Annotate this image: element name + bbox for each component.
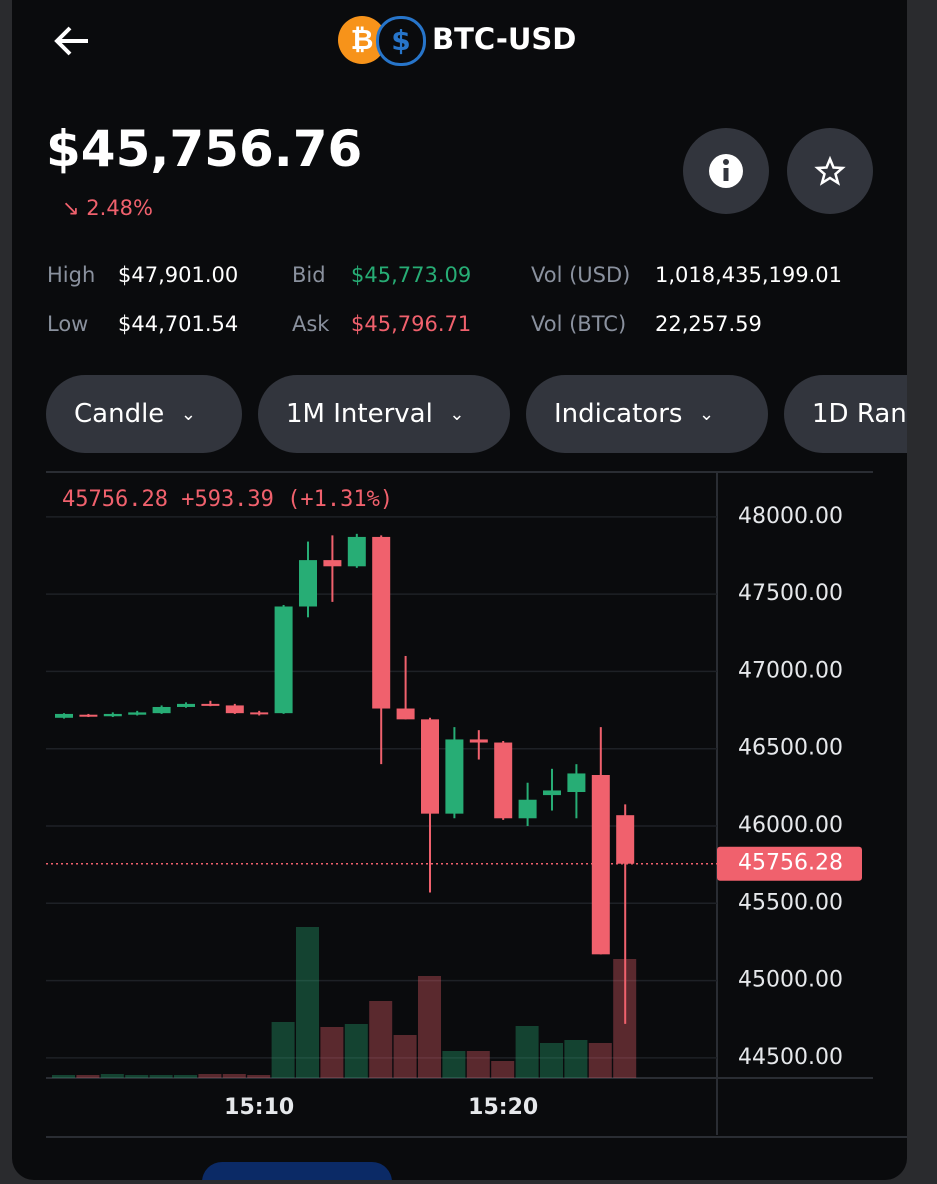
candle-body <box>128 712 147 715</box>
button-label: 1D Ran <box>812 399 907 429</box>
volume-bar <box>491 1061 515 1078</box>
y-tick-label: 45000.00 <box>738 968 843 993</box>
candle-body <box>177 703 195 707</box>
volume-bar <box>247 1075 271 1078</box>
candle-body <box>299 560 317 607</box>
volume-bar <box>100 1074 124 1078</box>
candle-body <box>616 815 635 864</box>
volume-bar <box>52 1075 75 1078</box>
volume-bar <box>515 1026 539 1078</box>
candle-body <box>250 712 269 715</box>
stat-value: $47,901.00 <box>118 263 239 287</box>
last-price-label: 45756.28 <box>738 851 843 876</box>
volume-bar <box>149 1075 173 1078</box>
candle-body <box>323 560 342 567</box>
button-label: Candle <box>74 399 165 429</box>
candle-body <box>591 775 610 955</box>
y-tick-label: 46000.00 <box>738 813 843 838</box>
star-icon <box>814 155 846 186</box>
candle-body <box>421 719 439 814</box>
volume-bar <box>418 976 441 1078</box>
candle-body <box>225 705 244 714</box>
candle-body <box>347 536 366 567</box>
button-label: Indicators <box>554 399 683 429</box>
volume-bar <box>76 1075 100 1078</box>
y-tick-label: 46500.00 <box>738 736 843 761</box>
volume-bar <box>540 1043 563 1078</box>
stat-value: 22,257.59 <box>655 312 762 336</box>
candle-body <box>55 713 73 718</box>
chart-annotation: 45756.28 +593.39 (+1.31%) <box>62 487 393 512</box>
stat-value: $45,796.71 <box>351 312 472 336</box>
stat-label: Vol (USD) <box>531 263 631 287</box>
price: $45,756.76 <box>46 120 363 178</box>
button-label: 1M Interval <box>286 399 433 429</box>
change-value: 2.48% <box>86 196 153 220</box>
btc-icon: ₿ <box>338 16 386 64</box>
volume-bar <box>296 927 319 1078</box>
star-button[interactable] <box>787 128 873 214</box>
x-tick-label: 15:20 <box>468 1095 538 1120</box>
candle-body <box>274 606 293 714</box>
bottom-button[interactable] <box>202 1162 392 1180</box>
stat-value: $44,701.54 <box>118 312 239 336</box>
back-button[interactable] <box>52 24 92 58</box>
panel: ₿ $ BTC-USD $45,756.76 ↘ 2.48% High $47,… <box>12 0 907 1180</box>
volume-bar <box>588 1043 612 1078</box>
x-tick-label: 15:10 <box>224 1095 294 1120</box>
candle-body <box>79 714 98 717</box>
info-icon <box>709 154 743 188</box>
volume-bar <box>174 1075 197 1078</box>
candle-body <box>543 790 561 796</box>
candle-body <box>445 739 464 814</box>
volume-bar <box>320 1027 344 1078</box>
chevron: ⌄ <box>180 403 196 425</box>
interval-button[interactable]: 1M Interval ⌄ <box>258 375 510 453</box>
volume-bar <box>344 1024 368 1078</box>
symbol: BTC-USD <box>432 22 577 56</box>
candle-body <box>518 799 537 819</box>
stat-value: 1,018,435,199.01 <box>655 263 843 287</box>
volume-bar <box>125 1075 149 1078</box>
y-tick-label: 47500.00 <box>738 581 843 606</box>
volume-bar <box>564 1040 588 1078</box>
info-button[interactable] <box>683 128 769 214</box>
volume-bar <box>369 1001 393 1078</box>
chevron: ⌄ <box>449 403 465 425</box>
change: ↘ 2.48% <box>62 196 153 220</box>
indicators-button[interactable]: Indicators ⌄ <box>526 375 768 453</box>
last-price-box <box>717 846 862 881</box>
candle-body <box>567 773 586 793</box>
range-button[interactable]: 1D Ran <box>784 375 907 453</box>
stat-label: Low <box>47 312 89 336</box>
volume-bar <box>222 1074 246 1078</box>
volume-bar <box>393 1035 417 1078</box>
volume-bar <box>271 1022 295 1078</box>
candle-body <box>494 742 513 819</box>
candle-body <box>372 536 391 709</box>
usd-icon: $ <box>376 16 426 66</box>
chevron: ⌄ <box>698 403 715 425</box>
chart-type-button[interactable]: Candle ⌄ <box>46 375 242 453</box>
candle-body <box>152 706 171 714</box>
candle-body <box>396 708 415 720</box>
y-tick-label: 45500.00 <box>738 890 843 915</box>
candle-body <box>201 703 220 706</box>
volume-bar <box>442 1051 466 1078</box>
stat-label: High <box>47 263 96 287</box>
volume-bar <box>466 1051 490 1078</box>
volume-bar <box>198 1074 222 1078</box>
candle-body <box>103 713 122 717</box>
y-tick-label: 47000.00 <box>738 658 843 683</box>
stat-value: $45,773.09 <box>351 263 472 287</box>
candle-body <box>469 739 488 743</box>
stat-label: Vol (BTC) <box>531 312 627 336</box>
y-tick-label: 44500.00 <box>738 1045 843 1070</box>
y-tick-label: 48000.00 <box>738 504 843 529</box>
stat-label: Bid <box>292 263 326 287</box>
stat-label: Ask <box>292 312 330 336</box>
